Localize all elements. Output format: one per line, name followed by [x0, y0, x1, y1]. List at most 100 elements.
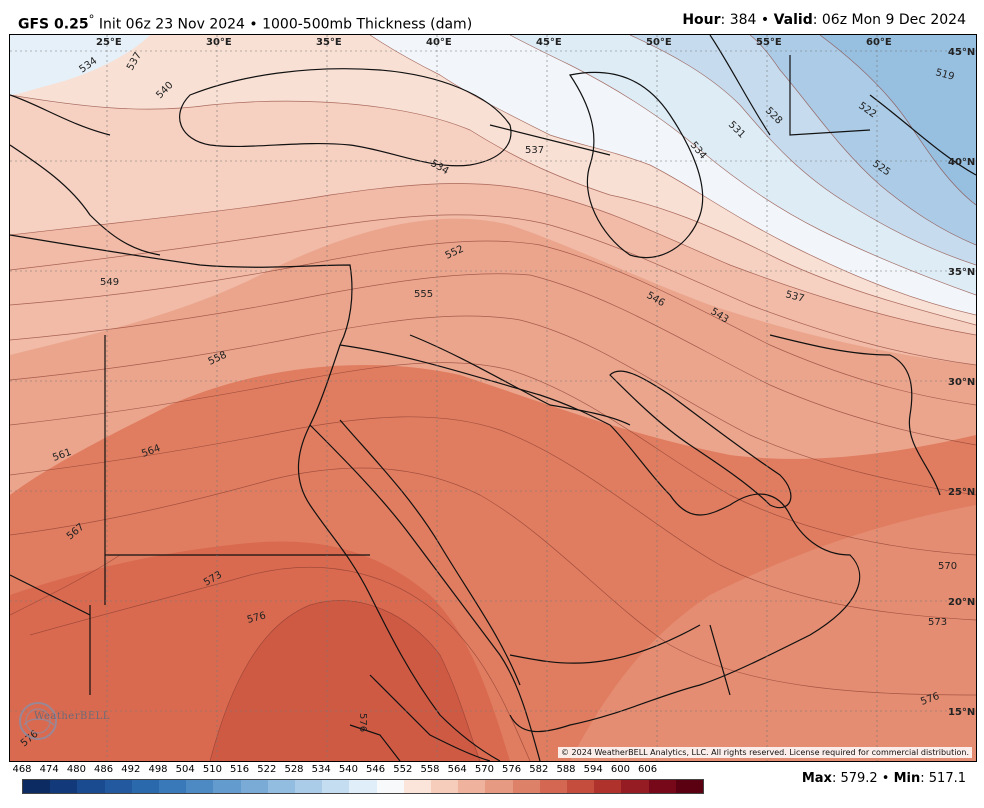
colorbar-swatch — [322, 780, 350, 793]
colorbar-tick-label: 552 — [393, 764, 413, 775]
colorbar-tick-label: 504 — [175, 764, 195, 775]
colorbar-tick-label: 468 — [12, 764, 32, 775]
colorbar-swatch — [458, 780, 486, 793]
graticule — [10, 35, 976, 761]
contour-label: 537 — [525, 145, 544, 156]
colorbar-swatch — [267, 780, 296, 793]
colorbar-swatch — [77, 780, 105, 793]
thickness-map: 25°E 30°E 35°E 40°E 45°E 50°E 55°E 60°E … — [9, 34, 977, 762]
colorbar-swatch — [349, 780, 377, 793]
lon-label-30: 30°E — [206, 37, 232, 48]
hour-label: Hour — [682, 12, 721, 28]
valid-value: : 06z Mon 9 Dec 2024 — [812, 12, 966, 28]
colorbar-swatch — [621, 780, 649, 793]
colorbar-swatches — [22, 779, 704, 794]
colorbar-tick-label: 594 — [583, 764, 603, 775]
colorbar-tick-label: 486 — [94, 764, 114, 775]
lon-label-45: 45°E — [536, 37, 562, 48]
lon-label-40: 40°E — [426, 37, 452, 48]
colorbar-tick-label: 606 — [638, 764, 658, 775]
coastlines — [10, 35, 976, 761]
lat-label-40: 40°N — [948, 157, 975, 168]
contour-label: 576 — [246, 610, 267, 626]
valid-label: Valid — [773, 12, 813, 28]
init-and-field: Init 06z 23 Nov 2024 • 1000-500mb Thickn… — [94, 16, 473, 33]
colorbar-swatch — [50, 780, 78, 793]
lon-label-25: 25°E — [96, 37, 122, 48]
colorbar-swatch — [675, 780, 704, 793]
max-value: : 579.2 • — [831, 771, 894, 786]
lat-label-20: 20°N — [948, 597, 975, 608]
colorbar-swatch — [403, 780, 432, 793]
contour-label: 573 — [928, 617, 947, 628]
lat-label-25: 25°N — [948, 487, 975, 498]
colorbar-tick-label: 492 — [121, 764, 141, 775]
model-name: GFS 0.25 — [18, 16, 89, 33]
colorbar-tick-label: 570 — [474, 764, 494, 775]
lat-label-35: 35°N — [948, 267, 975, 278]
contour-label: 555 — [414, 289, 433, 300]
field-max-min: Max: 579.2 • Min: 517.1 — [802, 771, 966, 786]
colorbar-tick-label: 528 — [284, 764, 304, 775]
logo-text: WeatherBELL — [34, 711, 110, 722]
colorbar-tick-label: 480 — [66, 764, 86, 775]
colorbar-tick-label: 576 — [502, 764, 522, 775]
colorbar-tick-label: 474 — [39, 764, 59, 775]
colorbar-tick-label: 522 — [257, 764, 277, 775]
colorbar-swatch — [23, 780, 51, 793]
colorbar-tick-label: 558 — [420, 764, 440, 775]
contour-label: 549 — [100, 277, 119, 288]
colorbar-swatch — [567, 780, 595, 793]
contour-lines — [10, 35, 976, 761]
weatherbell-logo: WeatherBELL — [16, 699, 110, 743]
colorbar-swatch — [485, 780, 513, 793]
fill-nw-cold — [10, 35, 150, 95]
map-canvas: 25°E 30°E 35°E 40°E 45°E 50°E 55°E 60°E … — [10, 35, 976, 761]
colorbar-tick-label: 534 — [311, 764, 331, 775]
colorbar-tick-label: 588 — [556, 764, 576, 775]
colorbar-swatch — [539, 780, 568, 793]
fill-576 — [210, 600, 480, 761]
lon-label-35: 35°E — [316, 37, 342, 48]
colorbar-swatch — [159, 780, 187, 793]
colorbar-swatch — [512, 780, 540, 793]
colorbar-tick-labels: 468 474 480 486 492 498 504 510 516 522 528 534 540 5… — [12, 764, 712, 778]
colorbar-tick-label: 516 — [230, 764, 250, 775]
colorbar-swatch — [295, 780, 323, 793]
colorbar-swatch — [131, 780, 160, 793]
min-value: : 517.1 — [920, 771, 966, 786]
colorbar-tick-label: 540 — [338, 764, 358, 775]
fill-564 — [10, 35, 976, 761]
colorbar-swatch — [594, 780, 622, 793]
colorbar-swatch — [186, 780, 214, 793]
colorbar-swatch — [376, 780, 404, 793]
contour-label: 576 — [357, 713, 368, 732]
colorbar-tick-label: 546 — [366, 764, 386, 775]
max-label: Max — [801, 771, 832, 786]
lon-label-50: 50°E — [646, 37, 672, 48]
contour-label: 570 — [938, 561, 957, 572]
lon-label-60: 60°E — [866, 37, 892, 48]
forecast-valid-time: Hour: 384 • Valid: 06z Mon 9 Dec 2024 — [682, 12, 966, 28]
colorbar-tick-label: 564 — [447, 764, 467, 775]
contour-label: 519 — [934, 67, 955, 83]
contour-label: 537 — [784, 289, 805, 305]
thickness-colorbar: 468 474 480 486 492 498 504 510 516 522 528 534 540 5… — [12, 764, 712, 804]
fill-519 — [820, 35, 976, 205]
colorbar-tick-label: 510 — [202, 764, 222, 775]
colorbar-swatch — [240, 780, 268, 793]
map-title: GFS 0.25° Init 06z 23 Nov 2024 • 1000-50… — [18, 12, 472, 33]
colorbar-swatch — [431, 780, 459, 793]
colorbar-swatch — [104, 780, 132, 793]
min-label: Min — [893, 771, 921, 786]
colorbar-tick-label: 600 — [610, 764, 630, 775]
copyright-notice: © 2024 WeatherBELL Analytics, LLC. All r… — [558, 747, 972, 758]
colorbar-tick-label: 582 — [529, 764, 549, 775]
lon-label-55: 55°E — [756, 37, 782, 48]
lat-label-45: 45°N — [948, 47, 975, 58]
lat-label-15: 15°N — [948, 707, 975, 718]
lat-label-30: 30°N — [948, 377, 975, 388]
hour-value: : 384 • — [720, 12, 774, 28]
colorbar-tick-label: 498 — [148, 764, 168, 775]
weatherbell-logo-icon — [19, 702, 57, 740]
